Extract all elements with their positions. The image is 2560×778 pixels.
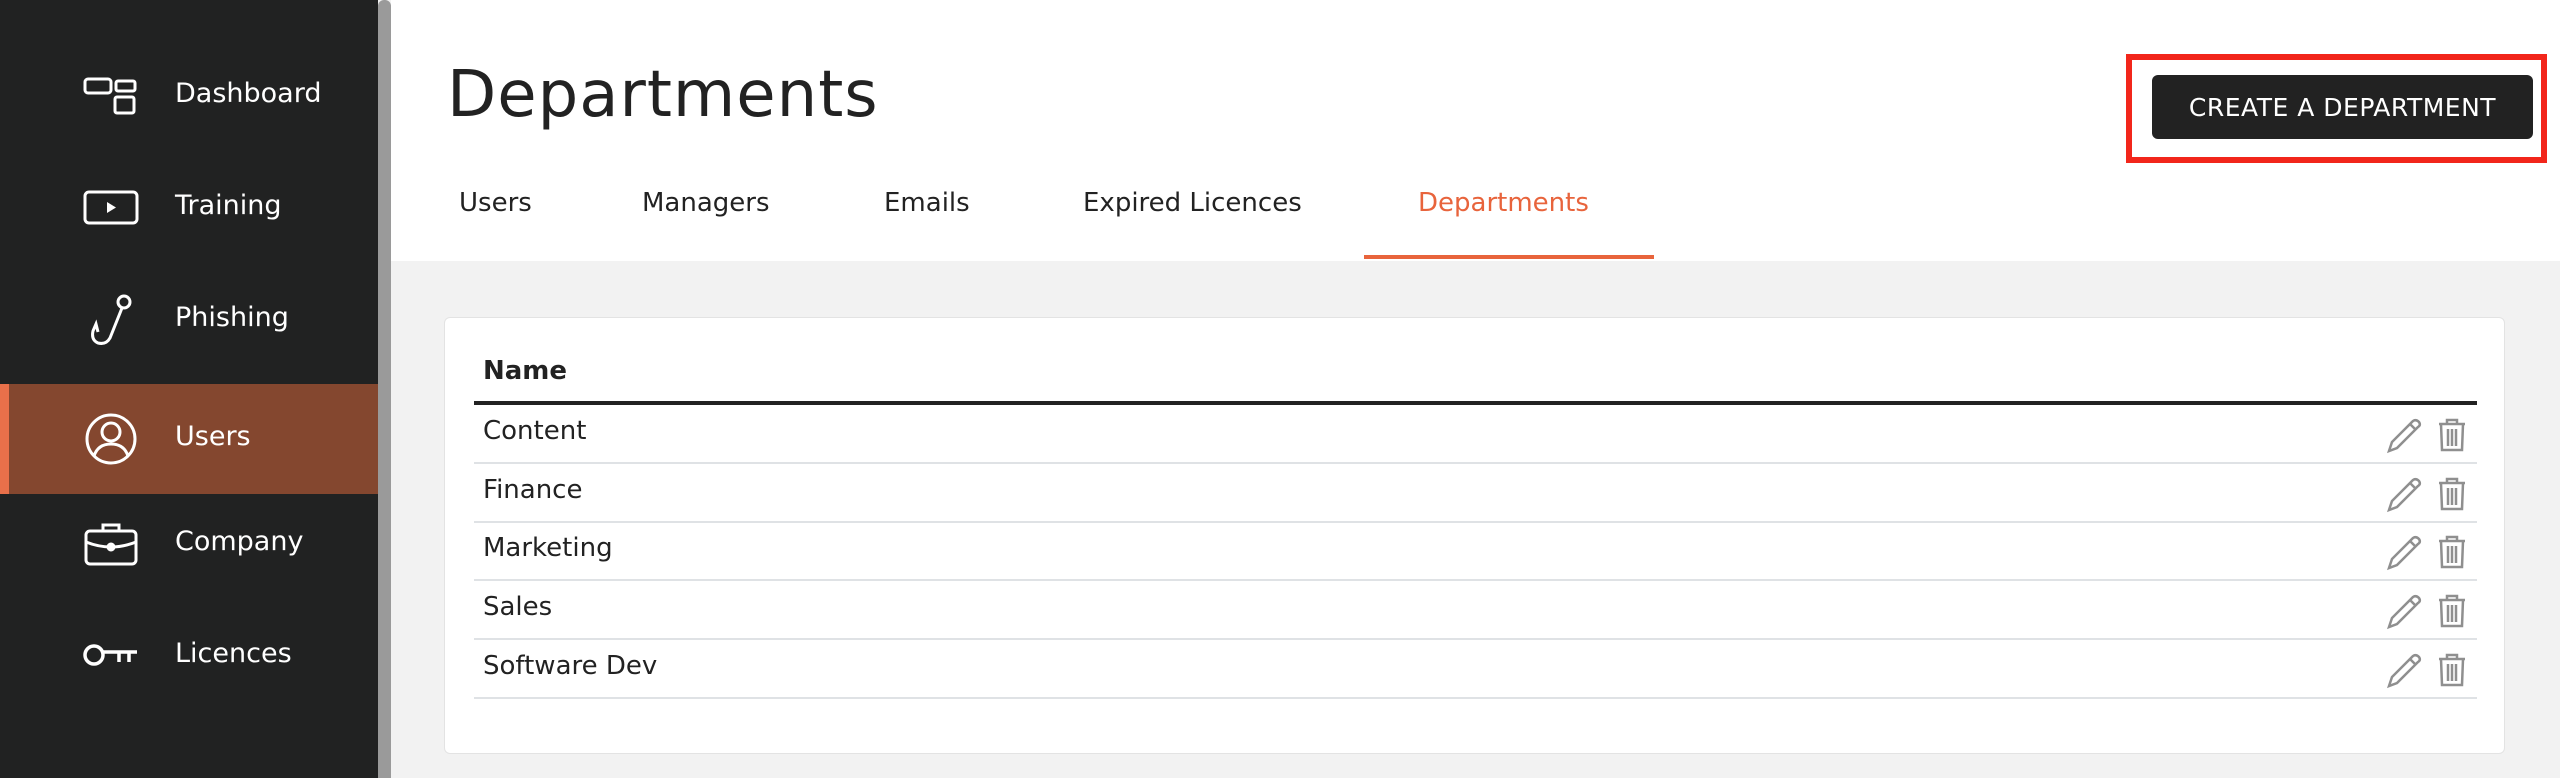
highlight-box bbox=[2126, 54, 2547, 163]
dashboard-icon bbox=[82, 67, 140, 125]
edit-pencil-icon[interactable] bbox=[2384, 534, 2422, 579]
hook-icon bbox=[82, 291, 140, 349]
table-row: Content bbox=[474, 405, 2477, 464]
tab-managers[interactable]: Managers bbox=[642, 188, 770, 218]
departments-card bbox=[444, 317, 2505, 754]
create-department-button[interactable]: CREATE A DEPARTMENT bbox=[2152, 75, 2533, 139]
briefcase-icon bbox=[82, 515, 140, 573]
table-row: Finance bbox=[474, 464, 2477, 523]
table-row: Sales bbox=[474, 581, 2477, 641]
sidebar: Dashboard Training Phishing Users Compan… bbox=[0, 0, 378, 778]
department-name: Finance bbox=[483, 474, 583, 505]
tab-users[interactable]: Users bbox=[459, 188, 532, 218]
delete-trash-icon[interactable] bbox=[2437, 417, 2467, 460]
sidebar-item-users[interactable]: Users bbox=[0, 384, 378, 494]
play-icon bbox=[82, 179, 140, 237]
sidebar-item-phishing[interactable]: Phishing bbox=[0, 265, 378, 375]
edit-pencil-icon[interactable] bbox=[2384, 652, 2422, 697]
tab-emails[interactable]: Emails bbox=[884, 188, 970, 218]
sidebar-item-company[interactable]: Company bbox=[0, 489, 378, 599]
delete-trash-icon[interactable] bbox=[2437, 534, 2467, 577]
delete-trash-icon[interactable] bbox=[2437, 593, 2467, 636]
table-row: Software Dev bbox=[474, 640, 2477, 699]
active-tab-indicator bbox=[1364, 255, 1654, 259]
delete-trash-icon[interactable] bbox=[2437, 476, 2467, 519]
column-header-name[interactable]: Name bbox=[483, 356, 568, 386]
sidebar-item-licences[interactable]: Licences bbox=[0, 601, 378, 711]
key-icon bbox=[82, 627, 140, 685]
edit-pencil-icon[interactable] bbox=[2384, 417, 2422, 462]
edit-pencil-icon[interactable] bbox=[2384, 593, 2422, 638]
delete-trash-icon[interactable] bbox=[2437, 652, 2467, 695]
tab-expired-licences[interactable]: Expired Licences bbox=[1083, 188, 1302, 218]
sidebar-item-training[interactable]: Training bbox=[0, 153, 378, 263]
department-name: Content bbox=[483, 416, 587, 446]
department-name: Software Dev bbox=[483, 650, 658, 681]
page-title: Departments bbox=[447, 58, 879, 132]
header-divider bbox=[474, 401, 2477, 405]
user-circle-icon bbox=[82, 410, 140, 468]
sidebar-item-dashboard[interactable]: Dashboard bbox=[0, 41, 378, 151]
department-name: Sales bbox=[483, 592, 553, 623]
department-name: Marketing bbox=[483, 533, 613, 564]
table-row: Marketing bbox=[474, 522, 2477, 582]
edit-pencil-icon[interactable] bbox=[2384, 476, 2422, 521]
tab-departments[interactable]: Departments bbox=[1418, 188, 1589, 218]
sidebar-scrollbar[interactable] bbox=[378, 0, 391, 778]
